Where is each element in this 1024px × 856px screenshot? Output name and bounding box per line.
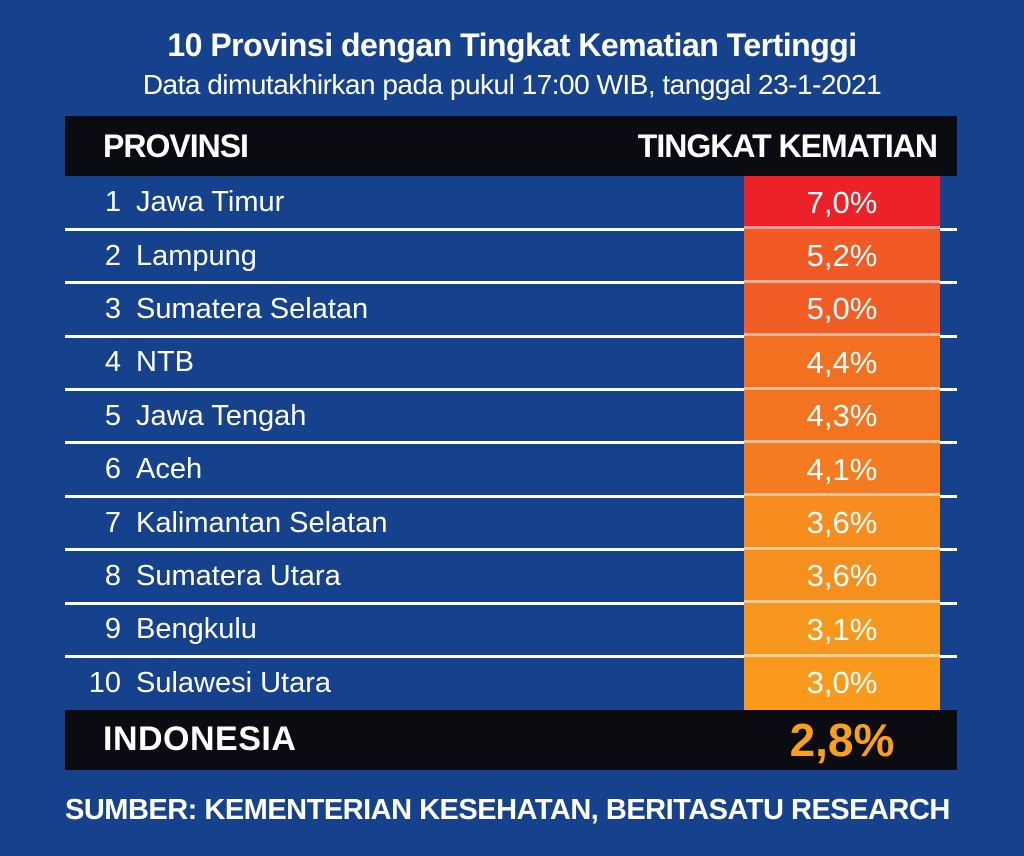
table-row: 3 Sumatera Selatan 5,0% xyxy=(65,282,957,339)
row-province: Jawa Timur xyxy=(136,186,285,219)
row-rank: 3 xyxy=(104,292,121,325)
row-rank: 6 xyxy=(104,453,121,486)
row-rate: 3,6% xyxy=(744,496,940,550)
row-rate: 3,1% xyxy=(744,603,940,657)
row-province: Sumatera Selatan xyxy=(136,292,369,325)
row-rate: 3,0% xyxy=(744,656,940,710)
row-province: Aceh xyxy=(136,453,203,486)
table-row: 2 Lampung 5,2% xyxy=(65,229,957,285)
row-rank: 7 xyxy=(104,506,121,539)
row-province: Sulawesi Utara xyxy=(136,666,332,699)
table-row: 7 Kalimantan Selatan 3,6% xyxy=(65,496,957,552)
table-row: 5 Jawa Tengah 4,3% xyxy=(65,389,957,445)
row-province: NTB xyxy=(136,346,194,379)
row-rank: 4 xyxy=(104,346,121,379)
table-row: 4 NTB 4,4% xyxy=(65,336,957,392)
row-rate: 4,1% xyxy=(744,442,940,497)
summary-row: INDONESIA 2,8% xyxy=(65,709,957,770)
table-row: 1 Jawa Timur 7,0% xyxy=(65,176,957,232)
table-body: 1 Jawa Timur 7,0% 2 Lampung 5,2% 3 Sumat… xyxy=(65,176,957,710)
row-rate: 7,0% xyxy=(744,176,940,230)
row-rate: 5,0% xyxy=(744,282,940,337)
summary-label: INDONESIA xyxy=(103,720,297,759)
row-province: Bengkulu xyxy=(136,613,257,646)
page-title: 10 Provinsi dengan Tingkat Kematian Tert… xyxy=(167,27,857,63)
row-rank: 9 xyxy=(104,613,121,646)
row-rate: 5,2% xyxy=(744,229,940,283)
row-rank: 10 xyxy=(88,666,121,699)
row-rank: 2 xyxy=(104,239,121,272)
row-province: Jawa Tengah xyxy=(136,399,307,432)
update-timestamp-note: Data dimutakhirkan pada pukul 17:00 WIB,… xyxy=(142,69,882,100)
row-rate: 4,3% xyxy=(744,389,940,443)
table-row: 8 Sumatera Utara 3,6% xyxy=(65,549,957,606)
row-rank: 1 xyxy=(104,186,121,219)
death-rate-table: PROVINSI TINGKAT KEMATIAN 1 Jawa Timur 7… xyxy=(65,116,957,770)
row-province: Lampung xyxy=(136,239,257,272)
table-row: 9 Bengkulu 3,1% xyxy=(65,603,957,659)
column-header-province: PROVINSI xyxy=(103,127,249,164)
row-rank: 5 xyxy=(104,399,121,432)
row-rate: 3,6% xyxy=(744,549,940,604)
table-row: 10 Sulawesi Utara 3,0% xyxy=(65,656,957,710)
summary-rate: 2,8% xyxy=(789,713,895,766)
source-credit: SUMBER: KEMENTERIAN KESEHATAN, BERITASAT… xyxy=(65,794,950,826)
row-rank: 8 xyxy=(104,559,121,592)
row-rate: 4,4% xyxy=(744,336,940,390)
column-header-rate: TINGKAT KEMATIAN xyxy=(637,127,938,164)
row-province: Kalimantan Selatan xyxy=(136,506,388,539)
table-header-row: PROVINSI TINGKAT KEMATIAN xyxy=(65,116,957,176)
table-row: 6 Aceh 4,1% xyxy=(65,442,957,499)
row-province: Sumatera Utara xyxy=(136,559,341,592)
